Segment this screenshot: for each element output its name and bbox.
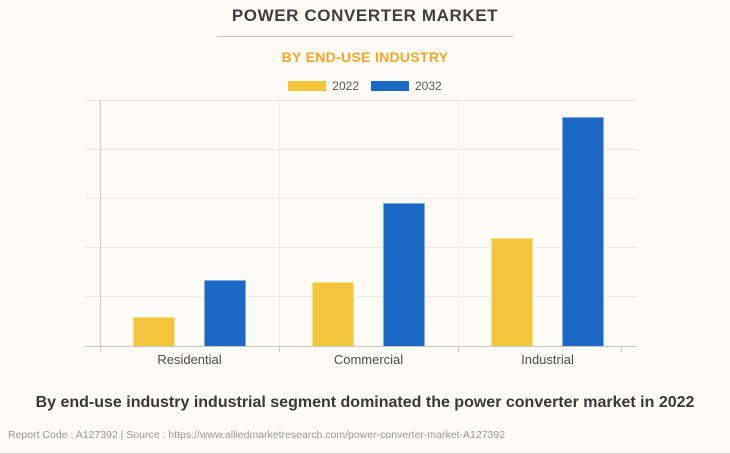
category-label-commercial: Commercial [333, 352, 404, 367]
chart-subtitle: BY END-USE INDUSTRY [281, 49, 449, 65]
category-band-residential [100, 100, 279, 346]
category-gridline [279, 100, 280, 346]
gridline [85, 296, 637, 298]
gridline [85, 247, 637, 249]
legend-item-2022[interactable]: 2022 [288, 79, 359, 93]
y-axis-line [100, 100, 101, 352]
category-gridline [458, 100, 459, 346]
report-source-footer: Report Code : A127392 | Source : https:/… [8, 429, 506, 441]
legend-label-2032: 2032 [415, 79, 442, 93]
x-axis-tick [458, 346, 459, 352]
bar-2022-residential[interactable] [133, 316, 175, 346]
chart-plot-area [85, 100, 637, 352]
bar-pair [312, 100, 425, 346]
bar-2032-residential[interactable] [204, 279, 246, 346]
bar-2032-industrial[interactable] [562, 117, 604, 346]
legend-item-2032[interactable]: 2032 [371, 79, 442, 93]
bar-2022-commercial[interactable] [312, 282, 354, 346]
page-title: POWER CONVERTER MARKET [231, 6, 499, 25]
bar-2032-commercial[interactable] [383, 203, 425, 346]
x-axis-tick [279, 346, 280, 352]
chart-legend: 2022 2032 [0, 79, 730, 93]
gridline [85, 149, 637, 151]
category-label-residential: Residential [157, 352, 222, 367]
category-band-industrial [458, 100, 637, 346]
gridline [85, 198, 637, 200]
category-axis-labels: Residential Commercial Industrial [100, 352, 637, 367]
title-divider [217, 36, 513, 37]
bar-2022-industrial[interactable] [491, 237, 533, 346]
x-axis-tick [100, 346, 101, 352]
category-label-industrial: Industrial [521, 352, 574, 367]
gridline [85, 100, 637, 101]
legend-swatch-2032 [371, 81, 409, 91]
legend-swatch-2022 [288, 81, 327, 91]
bar-pair [133, 100, 246, 346]
legend-label-2022: 2022 [332, 79, 359, 93]
category-band-commercial [279, 100, 458, 346]
x-axis-tick [621, 346, 622, 352]
chart-caption: By end-use industry industrial segment d… [35, 394, 695, 411]
bar-pair [491, 100, 604, 346]
bar-bands [100, 100, 637, 346]
